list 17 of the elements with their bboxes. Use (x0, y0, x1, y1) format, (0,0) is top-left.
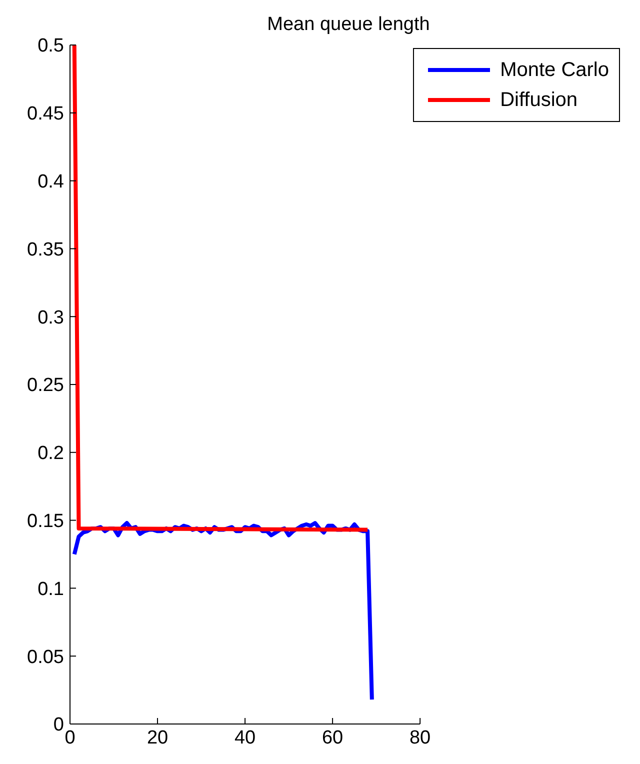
y-tick-label: 0.2 (38, 443, 64, 464)
x-tick-label: 60 (322, 727, 344, 748)
legend-label: Monte Carlo (500, 58, 609, 82)
chart-title: Mean queue length (266, 14, 431, 36)
y-tick-label: 0.05 (27, 646, 64, 668)
x-tick-label: 80 (409, 727, 431, 748)
y-tick-label: 0.4 (38, 172, 64, 193)
x-tick-label: 40 (234, 727, 256, 748)
y-tick-label: 0.1 (38, 578, 64, 600)
x-tick-label: 20 (146, 727, 168, 748)
y-tick-label: 0.25 (27, 375, 64, 396)
y-tick-label: 0.5 (38, 36, 64, 57)
y-tick-label: 0.3 (38, 307, 64, 328)
y-tick-label: 0.45 (27, 104, 64, 125)
y-tick-label: 0.35 (27, 239, 64, 260)
legend-label: Diffusion (500, 88, 578, 112)
y-tick-label: 0.15 (27, 511, 64, 532)
